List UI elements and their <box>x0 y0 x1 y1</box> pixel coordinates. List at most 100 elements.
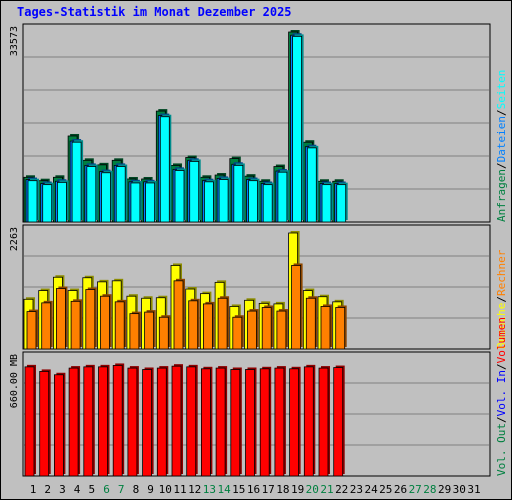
x-label-day-12: 12 <box>188 483 201 496</box>
bar-bottom-volumen-6 <box>98 364 110 477</box>
bar-middle-rechner-12 <box>188 298 200 350</box>
bar-face <box>100 295 110 350</box>
bar-face <box>303 366 314 477</box>
bar-face <box>291 265 302 350</box>
bar-face <box>261 307 272 350</box>
x-label-day-27: 27 <box>409 483 422 496</box>
bar-middle-rechner-7 <box>114 299 127 350</box>
x-label-day-16: 16 <box>247 483 260 496</box>
bar-bottom-volumen-13 <box>200 366 213 477</box>
x-label-day-17: 17 <box>262 483 275 496</box>
bar-face <box>127 367 138 477</box>
bar-top-seiten-13 <box>203 179 216 223</box>
bar-face <box>217 297 228 350</box>
bar-face <box>218 179 229 223</box>
bar-face <box>321 184 332 223</box>
bar-face <box>333 367 344 477</box>
x-label-day-30: 30 <box>453 483 466 496</box>
bar-middle-rechner-22 <box>335 305 347 350</box>
bar-face <box>98 366 108 477</box>
x-label-day-3: 3 <box>59 483 66 496</box>
bar-face <box>259 368 270 477</box>
bar-face <box>202 303 213 350</box>
x-label-day-8: 8 <box>133 483 140 496</box>
x-label-day-14: 14 <box>217 483 231 496</box>
bar-face <box>186 366 197 477</box>
legend-item-besuche: Besuche <box>495 303 508 349</box>
bar-face <box>144 311 155 350</box>
bar-face <box>277 171 288 223</box>
x-label-day-25: 25 <box>379 483 392 496</box>
legend-item-dateien: Dateien <box>495 116 508 162</box>
bar-face <box>156 367 167 477</box>
bar-bottom-volumen-2 <box>39 369 51 477</box>
bar-face <box>86 166 97 223</box>
bar-face <box>101 172 111 223</box>
bar-top-seiten-16 <box>248 178 260 223</box>
bar-face <box>203 181 214 223</box>
bar-bottom-volumen-18 <box>274 366 286 477</box>
legend-item-seiten: Seiten <box>495 70 508 110</box>
bar-middle-rechner-9 <box>144 310 156 350</box>
x-label-day-13: 13 <box>203 483 216 496</box>
bar-bottom-volumen-21 <box>318 366 330 477</box>
bar-bottom-volumen-3 <box>54 372 66 477</box>
legend-bottom: Vol. Out/Vol. In/Volumen <box>495 317 508 476</box>
x-label-day-21: 21 <box>320 483 333 496</box>
bar-top-seiten-3 <box>57 180 69 223</box>
bar-face <box>335 307 346 350</box>
bar-face <box>274 367 285 477</box>
bar-face <box>57 181 67 223</box>
bar-bottom-volumen-17 <box>259 366 272 477</box>
bar-face <box>142 369 153 477</box>
bar-face <box>248 180 258 223</box>
bar-middle-rechner-20 <box>305 296 318 350</box>
bar-top-seiten-19 <box>292 34 304 223</box>
legend-separator: / <box>495 162 508 169</box>
bar-top-seiten-20 <box>306 145 319 223</box>
bar-face <box>83 366 94 477</box>
bar-middle-rechner-5 <box>85 287 97 350</box>
x-label-day-2: 2 <box>44 483 51 496</box>
bar-face <box>24 366 35 477</box>
bar-middle-rechner-16 <box>247 309 259 350</box>
bar-face <box>174 170 185 223</box>
bar-face <box>145 182 156 223</box>
bar-middle-rechner-6 <box>100 294 112 350</box>
bar-bottom-volumen-15 <box>230 367 242 477</box>
legend-item-vol-in: Vol. In <box>495 370 508 416</box>
bar-face <box>215 367 226 477</box>
bar-middle-rechner-15 <box>232 315 244 350</box>
bar-middle-rechner-18 <box>276 309 288 350</box>
x-label-day-23: 23 <box>350 483 363 496</box>
y-max-label-middle: 2263 <box>9 227 20 251</box>
bar-face <box>230 369 241 477</box>
bar-bottom-volumen-12 <box>186 364 198 477</box>
bar-middle-rechner-2 <box>41 300 53 350</box>
legend-separator: / <box>495 109 508 116</box>
bar-top-seiten-17 <box>262 182 275 223</box>
x-label-day-15: 15 <box>232 483 245 496</box>
legend-item-volumen: Volumen <box>495 317 508 363</box>
bar-face <box>54 374 64 477</box>
bar-face <box>27 180 38 223</box>
bar-face <box>112 365 123 477</box>
bar-bottom-volumen-10 <box>156 366 169 477</box>
bar-top-seiten-14 <box>218 177 231 223</box>
bar-middle-rechner-10 <box>158 315 171 350</box>
bar-middle-rechner-14 <box>217 296 230 350</box>
bar-face <box>171 365 182 477</box>
bar-face <box>336 184 347 223</box>
bar-middle-rechner-19 <box>291 263 303 350</box>
bar-face <box>189 161 200 223</box>
bar-top-seiten-18 <box>277 170 289 223</box>
bar-bottom-volumen-14 <box>215 366 228 477</box>
bar-top-seiten-10 <box>159 114 172 223</box>
bar-top-seiten-5 <box>86 164 98 223</box>
bar-face <box>188 300 199 350</box>
bar-face <box>42 184 53 223</box>
x-label-day-7: 7 <box>118 483 125 496</box>
bar-face <box>114 301 125 350</box>
bar-bottom-volumen-5 <box>83 364 95 477</box>
bar-top-seiten-7 <box>115 164 128 223</box>
